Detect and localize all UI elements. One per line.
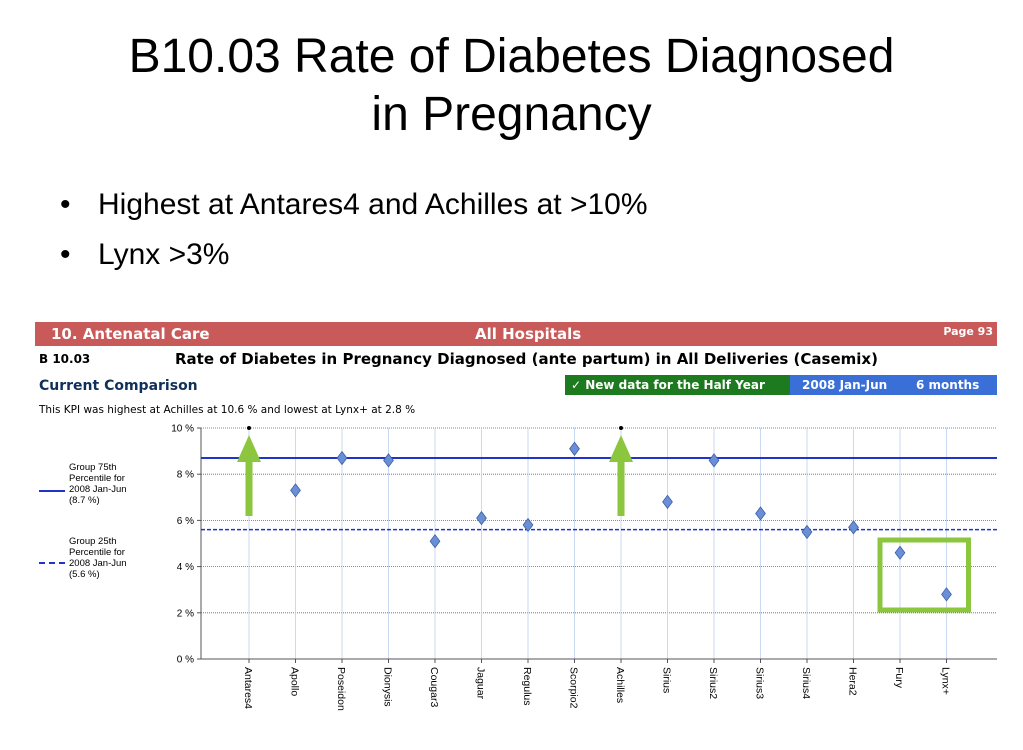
data-point bbox=[429, 534, 441, 549]
bullet-text: Highest at Antares4 and Achilles at >10% bbox=[98, 188, 648, 221]
legend-line: (8.7 %) bbox=[69, 495, 100, 506]
legend-line: Group 25th bbox=[69, 536, 117, 547]
legend-line: 2008 Jan-Jun bbox=[69, 484, 127, 495]
highlight-arrow-head bbox=[237, 435, 261, 462]
bullet-item: • Highest at Antares4 and Achilles at >10… bbox=[60, 180, 648, 230]
current-comparison-heading: Current Comparison bbox=[39, 378, 198, 394]
highlight-arrow-head bbox=[609, 435, 633, 462]
kpi-note: This KPI was highest at Achilles at 10.6… bbox=[39, 404, 416, 416]
report-header-bar: 10. Antenatal Care All Hospitals Page 93 bbox=[35, 322, 997, 346]
bullet-item: • Lynx >3% bbox=[60, 230, 648, 280]
legend-line: Percentile for bbox=[69, 547, 125, 558]
data-point bbox=[941, 587, 952, 602]
legend-p25-swatch bbox=[39, 562, 65, 564]
data-point bbox=[848, 520, 859, 535]
x-tick-label: Hera2 bbox=[847, 667, 859, 696]
y-tick-label: 10 % bbox=[171, 424, 194, 435]
data-point bbox=[383, 453, 394, 468]
data-point bbox=[708, 453, 720, 468]
period-label: 2008 Jan-Jun bbox=[802, 378, 888, 392]
highlight-arrow-shaft bbox=[617, 462, 625, 516]
data-point bbox=[476, 510, 487, 526]
kpi-title: Rate of Diabetes in Pregnancy Diagnosed … bbox=[175, 350, 878, 368]
legend-p75-text: Group 75th Percentile for 2008 Jan-Jun (… bbox=[69, 462, 159, 506]
title-line-2: in Pregnancy bbox=[371, 88, 652, 141]
data-point bbox=[569, 441, 580, 456]
hospitals-title: All Hospitals bbox=[475, 325, 582, 343]
x-tick-label: Apollo bbox=[289, 667, 301, 696]
slide-title: B10.03 Rate of Diabetes Diagnosed in Pre… bbox=[0, 28, 1023, 144]
legend-p25-text: Group 25th Percentile for 2008 Jan-Jun (… bbox=[69, 536, 159, 580]
y-tick-label: 4 % bbox=[177, 562, 194, 573]
y-tick-label: 0 % bbox=[177, 655, 194, 666]
y-tick-label: 8 % bbox=[177, 470, 194, 481]
x-tick-label: Sirius2 bbox=[707, 667, 719, 699]
highlight-box bbox=[877, 537, 971, 613]
legend-line: 2008 Jan-Jun bbox=[69, 558, 127, 569]
data-point bbox=[755, 506, 766, 521]
x-tick-label: Sirius bbox=[661, 667, 673, 693]
x-tick-label: Jaguar bbox=[475, 667, 487, 700]
bullet-dot: • bbox=[60, 238, 71, 271]
title-line-1: B10.03 Rate of Diabetes Diagnosed bbox=[128, 30, 895, 83]
x-tick-label: Lynx+ bbox=[940, 667, 952, 695]
section-title: 10. Antenatal Care bbox=[51, 325, 210, 343]
legend-p75-swatch bbox=[39, 490, 65, 492]
data-point bbox=[662, 494, 673, 510]
offscale-marker bbox=[619, 426, 623, 430]
x-tick-label: Antares4 bbox=[242, 667, 254, 709]
bullet-dot: • bbox=[60, 188, 71, 221]
x-tick-label: Dionysis bbox=[382, 667, 394, 707]
x-tick-label: Sirius4 bbox=[800, 667, 812, 699]
legend-line: Percentile for bbox=[69, 473, 125, 484]
x-tick-label: Cougar3 bbox=[428, 667, 440, 707]
y-tick-label: 2 % bbox=[177, 608, 194, 619]
months-label: 6 months bbox=[916, 378, 980, 392]
x-tick-label: Scorpio2 bbox=[568, 667, 580, 709]
data-point bbox=[894, 545, 906, 560]
kpi-code: B 10.03 bbox=[39, 352, 91, 366]
page-number: Page 93 bbox=[943, 325, 993, 338]
x-tick-label: Sirius3 bbox=[754, 667, 766, 699]
data-point bbox=[522, 517, 534, 533]
y-tick-label: 6 % bbox=[177, 516, 194, 527]
legend-line: (5.6 %) bbox=[69, 569, 100, 580]
bullet-list: • Highest at Antares4 and Achilles at >10… bbox=[60, 180, 648, 280]
new-data-badge: ✓ New data for the Half Year bbox=[565, 375, 790, 395]
legend-line: Group 75th bbox=[69, 462, 117, 473]
highlight-arrow-shaft bbox=[245, 462, 253, 516]
x-tick-label: Regulus bbox=[521, 667, 533, 706]
x-tick-label: Fury bbox=[893, 667, 905, 689]
x-tick-label: Poseidon bbox=[335, 667, 347, 711]
bullet-text: Lynx >3% bbox=[98, 238, 230, 271]
data-point bbox=[290, 483, 301, 498]
period-badge: 2008 Jan-Jun 6 months bbox=[790, 375, 997, 395]
report-panel: 10. Antenatal Care All Hospitals Page 93… bbox=[35, 322, 997, 747]
data-point bbox=[336, 450, 348, 466]
x-tick-label: Achilles bbox=[614, 667, 626, 703]
scatter-chart: 0 % 2 % 4 % 6 % 8 % 10 % Antares4 Apollo Poseido… bbox=[171, 424, 997, 711]
offscale-marker bbox=[247, 426, 251, 430]
data-point bbox=[801, 524, 813, 540]
